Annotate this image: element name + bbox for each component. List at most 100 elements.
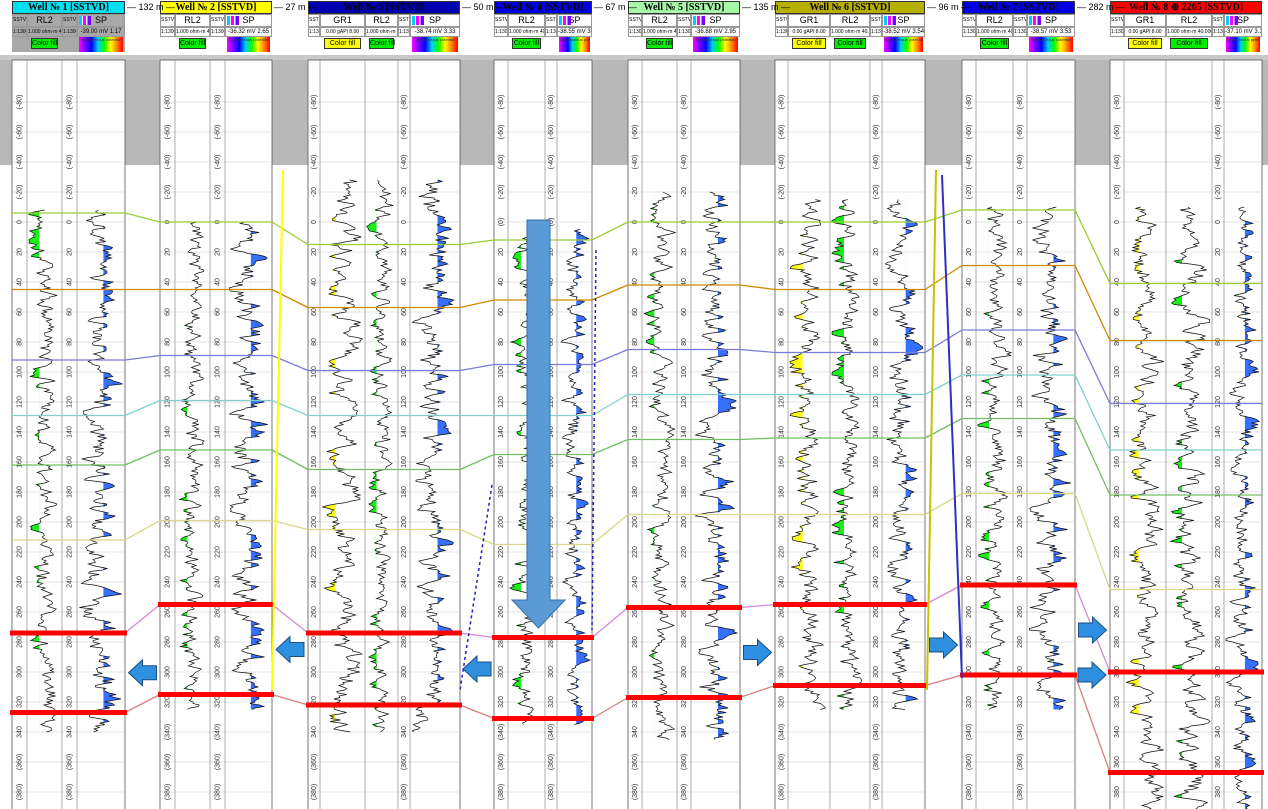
track-name-rl2[interactable]: RL2 [1166,14,1212,27]
color-fill-button[interactable]: Color fill [792,38,826,49]
well-log-column[interactable]: (-80)(-60)(-40)(-20)02040608010012014016… [1109,59,1263,809]
well-log-column[interactable]: (-80)(-60)(-40)-200204060801001201401601… [627,59,741,809]
track-name-sstvd[interactable]: SSTVD [62,14,77,27]
well-log-column[interactable]: (-80)(-60)(-40)(-20)02040608010012014016… [961,59,1076,809]
track-name-sstvd[interactable]: SSTVD [677,14,691,27]
well-header[interactable]: Well № 7 [SSTVD] SSTVD RL2 SSTVD SP 1:13001.0… [962,0,1075,55]
track-name-sstvd[interactable]: SSTVD [962,14,976,27]
depth-tick-label: (-20) [17,185,24,200]
well-header[interactable]: Well № 4 [SSTVD] SSTVD RL2 SSTVD SP 1:13001.0… [494,0,592,55]
depth-tick-label: 280 [311,636,318,648]
well-log-column[interactable]: (-80)(-60)(-40)-200204060801001201401601… [307,59,461,809]
track-name-rl2[interactable]: RL2 [365,14,398,27]
track-name-gr1[interactable]: GR1 [788,14,830,27]
horizon-line[interactable] [12,417,1262,496]
color-fill-button[interactable]: Color fill [512,38,541,49]
track-name-sstvd[interactable]: SSTVD [12,14,27,27]
color-fill-button[interactable]: Color fill [179,38,206,49]
track-name-gr1[interactable]: GR1 [1124,14,1166,27]
track-name-gr1[interactable]: GR1 [320,14,365,27]
depth-tick-label: 340 [67,726,74,738]
track-name-rl2[interactable]: RL2 [175,14,210,27]
depth-tick-label: 200 [779,516,786,528]
depth-tick-label: 280 [498,636,505,648]
color-fill-button[interactable]: Color fill [646,38,673,49]
track-name-sstvd[interactable]: SSTVD [1212,14,1224,27]
track-name-sstvd[interactable]: SSTVD [494,14,508,27]
track-name-rl2[interactable]: RL2 [642,14,677,27]
track-name-sp[interactable]: SP [1224,14,1262,27]
sp-fill-legend[interactable]: Spontaneous potential [559,37,590,52]
depth-tick-label: 180 [401,486,408,498]
depth-tick-label: (360) [311,754,318,770]
depth-tick-label: (-80) [311,95,318,110]
horizon-connector [739,284,776,291]
track-name-sp[interactable]: SP [1027,14,1075,27]
depth-tick-label: 180 [17,486,24,498]
depth-tick-label: (360) [165,754,172,770]
depth-tick-label: 40 [1215,278,1222,286]
well-log-column[interactable]: (-80)(-60)(-40)(-20)02040608010012014016… [159,59,273,809]
depth-tick-label: 120 [966,396,973,408]
color-fill-button[interactable]: Color fill [834,38,866,49]
sp-fill-legend[interactable]: Spontaneous potential [884,37,923,52]
sp-fill-legend[interactable]: Spontaneous potential [79,37,123,52]
track-name-rl2[interactable]: RL2 [976,14,1013,27]
sp-fill-legend[interactable]: Spontaneous potential [412,37,458,52]
track-name-rl2[interactable]: RL2 [830,14,870,27]
depth-tick-label: 240 [165,576,172,588]
well-header[interactable]: Well № 2 [SSTVD] SSTVD RL2 SSTVD SP 1:13001.0… [160,0,272,55]
track-name-sstvd[interactable]: SSTVD [545,14,557,27]
well-header[interactable]: Well № 5 [SSTVD] SSTVD RL2 SSTVD SP 1:13001.0… [628,0,740,55]
track-name-sstvd[interactable]: SSTVD [308,14,320,27]
track-name-sstvd[interactable]: SSTVD [628,14,642,27]
color-fill-button[interactable]: Color fill [369,38,396,49]
track-name-sstvd[interactable]: SSTVD [775,14,788,27]
color-fill-button[interactable]: Color fill [980,38,1009,49]
depth-tick-label: (-80) [873,95,880,110]
horizon-line[interactable] [12,374,1262,451]
color-fill-button[interactable]: Color fill [31,38,58,49]
track-name-rl2[interactable]: RL2 [508,14,545,27]
well-log-column[interactable]: (-80)(-60)(-40)(-20)02040608010012014016… [774,59,926,809]
depth-tick-label: 320 [681,696,688,708]
color-fill-button[interactable]: Color fill [324,38,361,49]
color-fill-button[interactable]: Color fill [1128,38,1162,49]
well-header[interactable]: Well № 6 [SSTVD] SSTVD GR1 RL2 SSTVD SP 1:1300… [775,0,925,55]
depth-tick-label: (380) [311,784,318,800]
track-name-sp[interactable]: SP [410,14,460,27]
well-header[interactable]: Well № 8 ⊕ 2205 [SSTVD]SSTVDGR1RL2SSTVDS… [1110,0,1262,55]
track-scale-sp: -36.32 mV 2.65 [225,27,272,37]
track-name-sstvd[interactable]: SSTVD [398,14,410,27]
well-header[interactable]: Well № 3 [SSTVD] SSTVD GR1 RL2 SSTVD SP 1:1300… [308,0,460,55]
track-name-sp[interactable]: SP [691,14,740,27]
horizon-line[interactable] [12,264,1262,342]
depth-tick-label: 40 [548,278,555,286]
track-name-sstvd[interactable]: SSTVD [870,14,882,27]
horizon-line[interactable] [12,209,1262,285]
sp-fill-legend[interactable]: Spontaneous potential [1029,37,1073,52]
depth-tick-label: 240 [215,576,222,588]
horizon-line[interactable] [12,329,1262,405]
track-name-rl2[interactable]: RL2 [27,14,62,27]
sp-fill-legend[interactable]: Spontaneous potential [1226,37,1260,52]
depth-tick-label: 60 [165,308,172,316]
well-log-column[interactable]: (-80)(-60)(-40)(-20)02040608010012014016… [11,59,126,809]
well-distance-label: — 27 m — [274,2,318,12]
track-name-sp[interactable]: SP [225,14,272,27]
sp-fill-legend[interactable]: Spontaneous potential [693,37,738,52]
track-name-sstvd[interactable]: SSTVD [210,14,225,27]
track-name-sstvd[interactable]: SSTVD [1110,14,1124,27]
color-fill-button[interactable]: Color fill [1170,38,1208,49]
track-name-sstvd[interactable]: SSTVD [1013,14,1027,27]
track-name-sstvd[interactable]: SSTVD [160,14,175,27]
sp-fill-legend[interactable]: Spontaneous potential [227,37,270,52]
well-header[interactable]: Well № 1 [SSTVD] SSTVD RL2 SSTVD SP 1:13001.0… [12,0,125,55]
track-name-sp[interactable]: SP [882,14,925,27]
track-name-sp[interactable]: SP [77,14,125,27]
depth-tick-label: 120 [873,396,880,408]
track-name-sp[interactable]: SP [557,14,592,27]
depth-tick-label: 260 [966,606,973,618]
